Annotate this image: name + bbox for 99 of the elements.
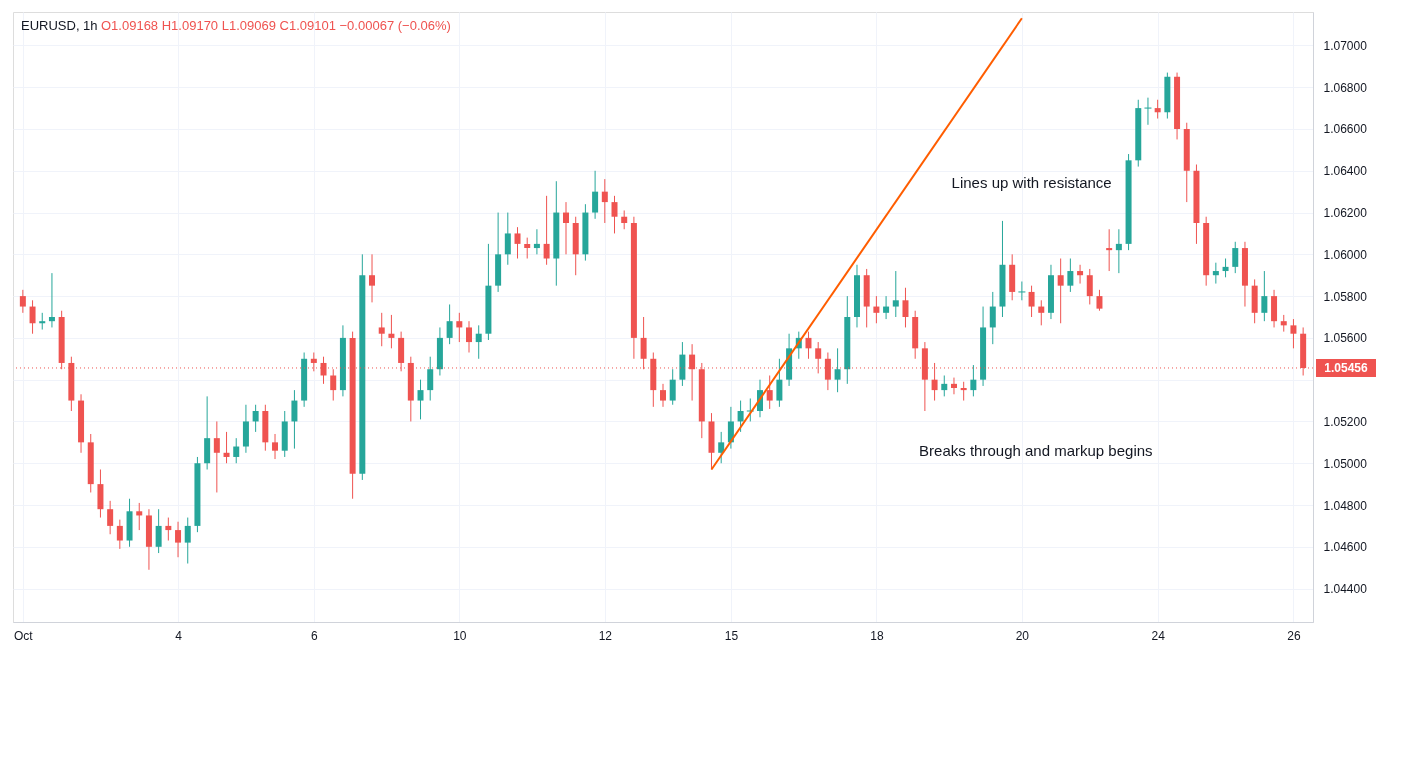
candlestick <box>718 431 725 464</box>
candlestick <box>563 201 570 255</box>
candlestick <box>107 500 114 535</box>
candlestick <box>989 291 996 345</box>
candlestick <box>727 406 734 450</box>
candlestick <box>660 383 666 408</box>
candlestick <box>883 295 890 320</box>
candlestick <box>155 508 162 554</box>
candlestick <box>466 320 473 354</box>
candlestick <box>543 195 550 266</box>
candlestick <box>873 295 880 324</box>
y-tick-label: 1.07000 <box>1323 38 1368 53</box>
candlestick <box>960 381 967 402</box>
candlestick <box>369 253 376 303</box>
candlestick <box>272 433 279 460</box>
candlestick <box>252 404 259 433</box>
x-tick-label: 6 <box>310 628 318 643</box>
candlestick <box>116 519 123 550</box>
text: EURUSD, 1h <box>21 18 98 33</box>
candlestick <box>291 389 298 450</box>
candlestick <box>48 272 55 328</box>
candlestick <box>902 287 909 328</box>
candlestick <box>834 347 841 393</box>
candlestick <box>378 312 385 347</box>
candlestick <box>1077 264 1084 285</box>
candlestick <box>1222 258 1229 278</box>
candlestick <box>601 178 608 224</box>
candlestick <box>1038 299 1045 326</box>
candlestick <box>1096 289 1103 312</box>
y-tick-label: 1.05000 <box>1323 456 1368 471</box>
candlestick <box>223 431 230 464</box>
candlestick <box>1057 258 1064 324</box>
candlestick <box>1018 280 1026 301</box>
annotation: Lines up with resistance <box>951 173 1112 191</box>
candlestick <box>1115 228 1122 274</box>
candlestick <box>524 237 531 260</box>
candlestick <box>805 331 812 360</box>
x-tick-label: 26 <box>1287 628 1301 643</box>
candlestick <box>1212 262 1219 285</box>
candlestick <box>19 289 26 314</box>
candlestick <box>1028 285 1035 318</box>
candlestick <box>1261 270 1268 322</box>
x-tick-label: 24 <box>1151 628 1166 643</box>
candlestick <box>737 400 744 433</box>
x-tick-label: Oct <box>14 628 34 643</box>
candlestick <box>592 170 599 220</box>
candlestick <box>1232 241 1239 274</box>
candlestick <box>475 324 482 360</box>
candlestick <box>456 312 463 343</box>
x-tick-label: 12 <box>598 628 613 643</box>
candlestick <box>175 521 182 558</box>
candlestick <box>621 209 628 230</box>
candlestick <box>213 420 220 493</box>
candlestick <box>136 502 143 531</box>
candlestick <box>184 517 191 565</box>
y-tick-label: 1.05800 <box>1323 289 1368 304</box>
candlestick <box>766 374 773 410</box>
y-tick-label: 1.06400 <box>1323 164 1368 179</box>
y-tick-label: 1.04600 <box>1323 540 1368 555</box>
y-tick-label: 1.04400 <box>1323 582 1368 597</box>
y-tick-label: 1.06200 <box>1323 206 1368 221</box>
candlestick <box>611 195 618 234</box>
candlestick <box>330 368 337 402</box>
candlestick <box>417 379 424 420</box>
candlestick <box>514 226 521 260</box>
y-tick-label: 1.05600 <box>1323 331 1368 346</box>
ref-line-label: 1.05456 <box>1324 360 1369 375</box>
y-tick-label: 1.06600 <box>1323 122 1368 137</box>
candlestick <box>1290 318 1297 349</box>
y-tick-label: 1.05200 <box>1323 414 1368 429</box>
candlestick <box>1106 228 1113 272</box>
x-tick-label: 18 <box>870 628 884 643</box>
candlestick <box>1154 99 1161 120</box>
candlestick <box>504 212 511 266</box>
candlestick <box>388 314 395 349</box>
candlestick <box>533 228 540 255</box>
candlestick <box>941 374 948 397</box>
candlestick <box>776 358 783 408</box>
candlestick <box>1086 268 1093 305</box>
candlestick <box>892 270 899 318</box>
candlestick <box>165 517 172 542</box>
candlestick <box>1144 97 1152 126</box>
x-tick-label: 15 <box>724 628 739 643</box>
y-tick-label: 1.06000 <box>1323 247 1368 262</box>
x-tick-label: 10 <box>453 628 467 643</box>
candlestick <box>669 368 676 406</box>
candlestick <box>29 299 36 335</box>
text: O1.09168 H1.09170 L1.09069 C1.09101 −0.00067 (−0.06%) <box>101 18 451 33</box>
y-tick-label: 1.04800 <box>1323 498 1368 513</box>
y-tick-label: 1.06800 <box>1323 80 1368 95</box>
candlestick <box>233 437 240 464</box>
candlestick <box>1067 258 1074 293</box>
candlestick <box>446 303 453 345</box>
annotation: Breaks through and markup begins <box>919 442 1153 460</box>
candlestick <box>950 377 957 395</box>
candlestick <box>970 364 977 397</box>
candlestick <box>427 356 434 402</box>
x-tick-label: 4 <box>175 628 183 643</box>
x-tick-label: 20 <box>1015 628 1030 643</box>
